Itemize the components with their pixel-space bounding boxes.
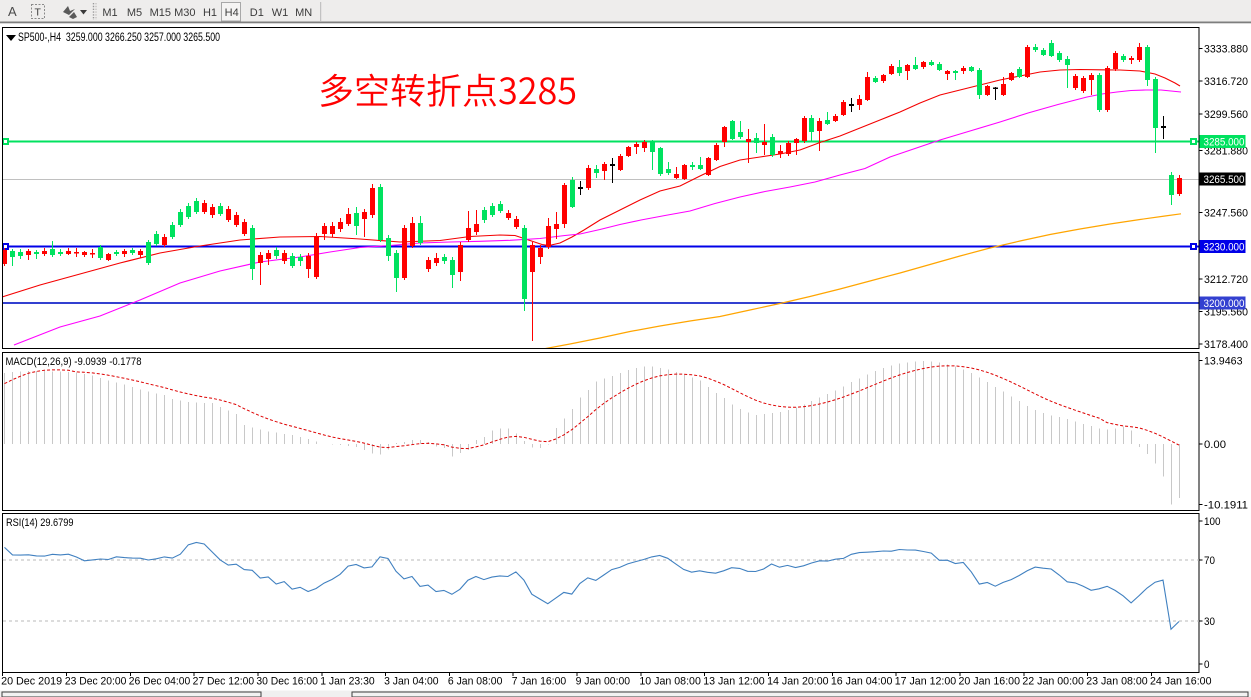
svg-text:SP500-,H4 3259.000 3266.250 3: SP500-,H4 3259.000 3266.250 3257.000 326… bbox=[18, 32, 220, 44]
svg-text:13.9463: 13.9463 bbox=[1204, 356, 1243, 368]
svg-text:70: 70 bbox=[1204, 555, 1215, 567]
svg-text:-10.1911: -10.1911 bbox=[1204, 500, 1248, 512]
svg-text:6 Jan 08:00: 6 Jan 08:00 bbox=[448, 676, 503, 688]
svg-text:M1: M1 bbox=[102, 7, 117, 19]
svg-text:A: A bbox=[8, 4, 17, 19]
svg-text:10 Jan 08:00: 10 Jan 08:00 bbox=[639, 676, 701, 688]
svg-text:3212.720: 3212.720 bbox=[1204, 274, 1248, 286]
svg-text:16 Jan 04:00: 16 Jan 04:00 bbox=[831, 676, 893, 688]
svg-text:H1: H1 bbox=[203, 7, 217, 19]
svg-text:22 Jan 00:00: 22 Jan 00:00 bbox=[1022, 676, 1084, 688]
svg-text:3333.880: 3333.880 bbox=[1204, 44, 1248, 56]
svg-text:7 Jan 16:00: 7 Jan 16:00 bbox=[512, 676, 567, 688]
svg-text:23 Dec 20:00: 23 Dec 20:00 bbox=[65, 676, 127, 688]
svg-text:30: 30 bbox=[1204, 616, 1215, 628]
svg-text:30 Dec 16:00: 30 Dec 16:00 bbox=[256, 676, 318, 688]
svg-text:0.00: 0.00 bbox=[1204, 439, 1226, 451]
svg-text:3178.400: 3178.400 bbox=[1204, 339, 1248, 351]
svg-text:H4: H4 bbox=[225, 7, 239, 19]
svg-text:MACD(12,26,9) -9.0939 -0.1778: MACD(12,26,9) -9.0939 -0.1778 bbox=[6, 356, 142, 368]
svg-text:20 Jan 16:00: 20 Jan 16:00 bbox=[959, 676, 1021, 688]
svg-text:W1: W1 bbox=[272, 7, 289, 19]
svg-text:M5: M5 bbox=[127, 7, 142, 19]
svg-text:T: T bbox=[35, 7, 42, 19]
svg-text:24 Jan 16:00: 24 Jan 16:00 bbox=[1150, 676, 1212, 688]
svg-text:3200.000: 3200.000 bbox=[1204, 298, 1245, 310]
svg-text:3265.500: 3265.500 bbox=[1204, 174, 1245, 186]
svg-text:20 Dec 2019: 20 Dec 2019 bbox=[1, 676, 62, 688]
svg-text:100: 100 bbox=[1204, 516, 1221, 528]
svg-text:13 Jan 12:00: 13 Jan 12:00 bbox=[703, 676, 765, 688]
svg-text:23 Jan 08:00: 23 Jan 08:00 bbox=[1086, 676, 1148, 688]
svg-text:RSI(14) 29.6799: RSI(14) 29.6799 bbox=[6, 517, 74, 529]
svg-text:17 Jan 12:00: 17 Jan 12:00 bbox=[895, 676, 957, 688]
svg-text:0: 0 bbox=[1204, 659, 1210, 671]
svg-text:3299.560: 3299.560 bbox=[1204, 109, 1248, 121]
svg-text:3281.880: 3281.880 bbox=[1204, 146, 1248, 158]
svg-text:MN: MN bbox=[295, 7, 312, 19]
svg-text:3230.000: 3230.000 bbox=[1204, 242, 1245, 254]
svg-text:3247.560: 3247.560 bbox=[1204, 208, 1248, 220]
svg-text:9 Jan 00:00: 9 Jan 00:00 bbox=[576, 676, 631, 688]
svg-text:27 Dec 12:00: 27 Dec 12:00 bbox=[193, 676, 255, 688]
svg-text:3285.000: 3285.000 bbox=[1204, 137, 1245, 149]
svg-text:3316.720: 3316.720 bbox=[1204, 76, 1248, 88]
svg-text:26 Dec 04:00: 26 Dec 04:00 bbox=[129, 676, 191, 688]
svg-text:D1: D1 bbox=[250, 7, 264, 19]
svg-text:14 Jan 20:00: 14 Jan 20:00 bbox=[767, 676, 829, 688]
svg-text:3 Jan 04:00: 3 Jan 04:00 bbox=[384, 676, 439, 688]
svg-text:M15: M15 bbox=[150, 7, 171, 19]
svg-text:M30: M30 bbox=[174, 7, 195, 19]
svg-text:1 Jan 23:30: 1 Jan 23:30 bbox=[320, 676, 375, 688]
